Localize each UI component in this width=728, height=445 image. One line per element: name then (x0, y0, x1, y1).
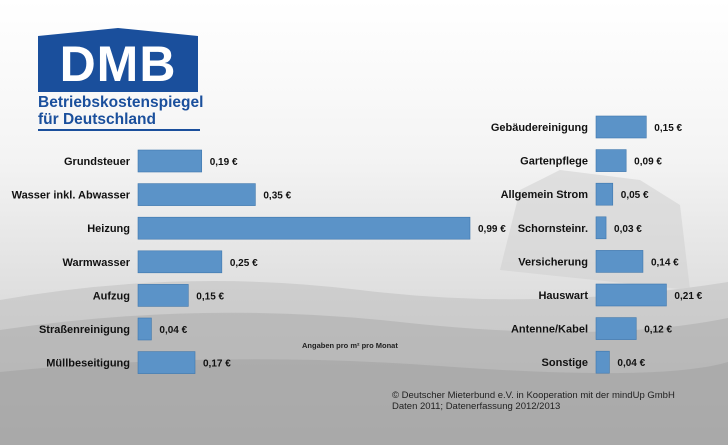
bar-left-1 (137, 183, 256, 206)
category-label-left-5: Straßenreinigung (39, 324, 130, 336)
source-line-1: © Deutscher Mieterbund e.V. in Kooperati… (392, 390, 675, 401)
bar-right-0 (595, 115, 647, 139)
category-label-right-2: Allgemein Strom (501, 189, 589, 201)
value-label-right-7: 0,04 € (617, 358, 645, 369)
value-label-right-1: 0,09 € (634, 157, 662, 168)
value-label-left-5: 0,04 € (159, 325, 187, 336)
logo-underline (38, 129, 200, 131)
bar-right-6 (595, 317, 637, 340)
bar-right-7 (595, 350, 610, 374)
category-label-right-5: Hauswart (538, 290, 588, 302)
category-label-left-1: Wasser inkl. Abwasser (12, 190, 131, 202)
bar-left-3 (137, 250, 223, 274)
bar-left-4 (137, 284, 189, 307)
category-label-right-1: Gartenpflege (520, 156, 588, 168)
value-label-left-4: 0,15 € (196, 291, 224, 302)
bar-left-2 (137, 216, 471, 240)
value-label-left-3: 0,25 € (230, 258, 258, 269)
bar-right-4 (595, 250, 644, 273)
value-label-right-4: 0,14 € (651, 257, 679, 268)
value-label-right-0: 0,15 € (654, 123, 682, 134)
category-label-left-6: Müllbeseitigung (46, 358, 130, 370)
category-label-left-4: Aufzug (93, 290, 130, 302)
bar-right-3 (595, 216, 607, 240)
bar-right-1 (595, 149, 627, 172)
bar-left-5 (137, 317, 152, 341)
bar-right-2 (595, 182, 614, 206)
bar-left-6 (137, 351, 196, 374)
value-label-left-0: 0,19 € (210, 157, 238, 168)
source-note: © Deutscher Mieterbund e.V. in Kooperati… (392, 390, 675, 412)
dmb-logo: DMB Betriebskostenspiegel für Deutschlan… (38, 28, 204, 131)
category-label-left-0: Grundsteuer (64, 156, 131, 168)
category-label-right-3: Schornsteinr. (518, 223, 588, 235)
house-logo-shape (38, 28, 198, 92)
value-label-right-2: 0,05 € (621, 190, 649, 201)
unit-note: Angaben pro m² pro Monat (302, 341, 398, 350)
value-label-left-6: 0,17 € (203, 359, 231, 370)
logo-emblem: DMB (38, 28, 198, 92)
category-label-right-0: Gebäudereinigung (491, 122, 588, 134)
category-label-right-4: Versicherung (518, 256, 588, 268)
value-label-left-2: 0,99 € (478, 224, 506, 235)
value-label-right-3: 0,03 € (614, 224, 642, 235)
bar-left-0 (137, 149, 203, 173)
logo-abbr: DMB (59, 36, 177, 92)
category-label-left-2: Heizung (87, 223, 130, 235)
source-line-2: Daten 2011; Datenerfassung 2012/2013 (392, 401, 561, 412)
logo-line-2: für Deutschland (38, 111, 156, 128)
value-label-right-5: 0,21 € (674, 291, 702, 302)
logo-line-1: Betriebskostenspiegel (38, 94, 204, 111)
category-label-right-7: Sonstige (542, 357, 588, 369)
bar-right-5 (595, 283, 667, 307)
category-label-right-6: Antenne/Kabel (511, 324, 588, 336)
category-label-left-3: Warmwasser (63, 257, 131, 269)
value-label-left-1: 0,35 € (263, 191, 291, 202)
value-label-right-6: 0,12 € (644, 325, 672, 336)
